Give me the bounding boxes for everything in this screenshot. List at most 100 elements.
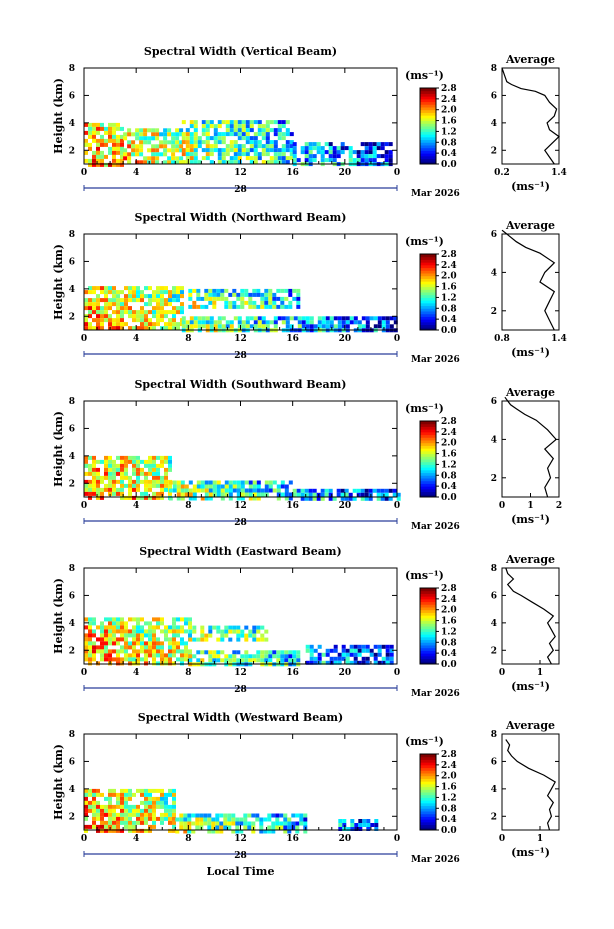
colorbar-swatch <box>420 120 436 124</box>
heatmap-cell <box>281 152 286 157</box>
heatmap-cell <box>345 652 350 657</box>
heatmap-cell <box>144 788 148 793</box>
heatmap-cell <box>143 128 148 133</box>
heatmap-cell <box>92 130 96 135</box>
heatmap-cell <box>104 645 108 650</box>
colorbar-swatch <box>420 488 436 493</box>
heatmap-cell <box>88 625 92 630</box>
colorbar-swatch <box>420 764 436 769</box>
heatmap-cell <box>300 492 305 497</box>
heatmap-cell <box>180 302 184 307</box>
heatmap-cell <box>152 314 156 319</box>
heatmap-cell <box>116 824 120 829</box>
heatmap-cell <box>288 288 293 293</box>
heatmap-cell <box>143 160 148 165</box>
heatmap-cell <box>175 140 180 145</box>
heatmap-cell <box>139 140 144 145</box>
heatmap-cell <box>88 326 92 331</box>
heatmap-cell <box>88 126 92 131</box>
heatmap-cell <box>291 825 296 830</box>
heatmap-cell <box>236 629 241 634</box>
heatmap-cell <box>368 488 373 493</box>
colorbar-frame <box>419 253 437 331</box>
heatmap-cell <box>176 294 180 299</box>
profile-title: Average <box>505 53 555 66</box>
heatmap-cell <box>235 825 240 830</box>
heatmap-cell <box>273 316 278 321</box>
heatmap-cell <box>120 162 124 167</box>
heatmap-cell <box>340 488 345 493</box>
heatmap-cell <box>259 825 264 830</box>
heatmap-cell <box>108 146 112 151</box>
heatmap-cell <box>340 142 345 147</box>
heatmap-cell <box>384 492 389 497</box>
heatmap-cell <box>364 492 369 497</box>
heatmap-cell <box>124 459 128 464</box>
heatmap-cell <box>120 158 124 163</box>
heatmap-cell <box>205 140 210 145</box>
heatmap-cell <box>216 296 221 301</box>
heatmap-cell <box>244 658 249 663</box>
heatmap-cell <box>144 796 148 801</box>
heatmap-cell <box>112 475 116 480</box>
heatmap-cell <box>241 320 246 325</box>
heatmap-cell <box>96 812 100 817</box>
heatmap-cell <box>176 617 180 622</box>
heatmap-cell <box>167 132 172 137</box>
heatmap-cell <box>148 808 152 813</box>
colorbar: 0.00.40.81.21.62.02.42.8(ms⁻¹) <box>405 69 457 170</box>
heatmap-cell <box>245 132 250 137</box>
heatmap-cell <box>120 629 124 634</box>
heatmap-cell <box>241 144 246 149</box>
heatmap-cell <box>240 658 245 663</box>
heatmap-cell <box>152 625 156 630</box>
heatmap-cell <box>370 823 375 827</box>
heatmap-cell <box>329 656 334 661</box>
colorbar-swatch <box>420 153 436 157</box>
heatmap-cell <box>168 661 172 666</box>
heatmap-cell <box>135 160 140 165</box>
heatmap-cell <box>184 621 188 626</box>
heatmap-cell <box>249 124 254 129</box>
profile-y-tick-label: 8 <box>491 64 497 74</box>
heatmap-cell <box>272 300 277 305</box>
heatmap-cell <box>151 128 156 133</box>
heatmap-cell <box>251 821 256 826</box>
heatmap-cell <box>168 290 172 295</box>
heatmap-cell <box>176 484 181 489</box>
heatmap-cell <box>181 316 186 321</box>
profile-x-tick-label: 0 <box>499 501 505 511</box>
heatmap-cell <box>112 467 116 472</box>
heatmap-cell <box>232 480 237 485</box>
heatmap-cell <box>337 652 342 657</box>
heatmap-cell <box>329 648 334 653</box>
profile-line <box>505 739 557 831</box>
profile-x-tick-label: 1.4 <box>551 334 567 344</box>
heatmap-cell <box>265 132 270 137</box>
heatmap-cell <box>349 320 354 325</box>
heatmap-cell <box>179 813 184 818</box>
heatmap-cell <box>120 800 124 805</box>
heatmap-cell <box>96 483 100 488</box>
heatmap-cell <box>188 496 193 501</box>
heatmap-cell <box>352 496 357 501</box>
heatmap-cell <box>300 146 305 151</box>
heatmap-cell <box>277 128 282 133</box>
heatmap-cell <box>324 150 329 155</box>
heatmap-cell <box>143 140 148 145</box>
heatmap-cell <box>172 812 176 817</box>
heatmap-cell <box>116 326 120 331</box>
heatmap-cell <box>128 788 132 793</box>
heatmap-cell <box>229 124 234 129</box>
heatmap-cell <box>104 142 108 147</box>
heatmap-cell <box>124 495 128 500</box>
heatmap-cell <box>132 286 136 291</box>
heatmap-cell <box>92 455 96 460</box>
heatmap-cell <box>188 492 193 497</box>
heatmap-cell <box>136 812 140 817</box>
heatmap-cell <box>120 495 124 500</box>
heatmap-cell <box>148 463 152 468</box>
heatmap-cell <box>280 304 285 309</box>
heatmap-cell <box>280 492 285 497</box>
heatmap-cell <box>136 621 140 626</box>
